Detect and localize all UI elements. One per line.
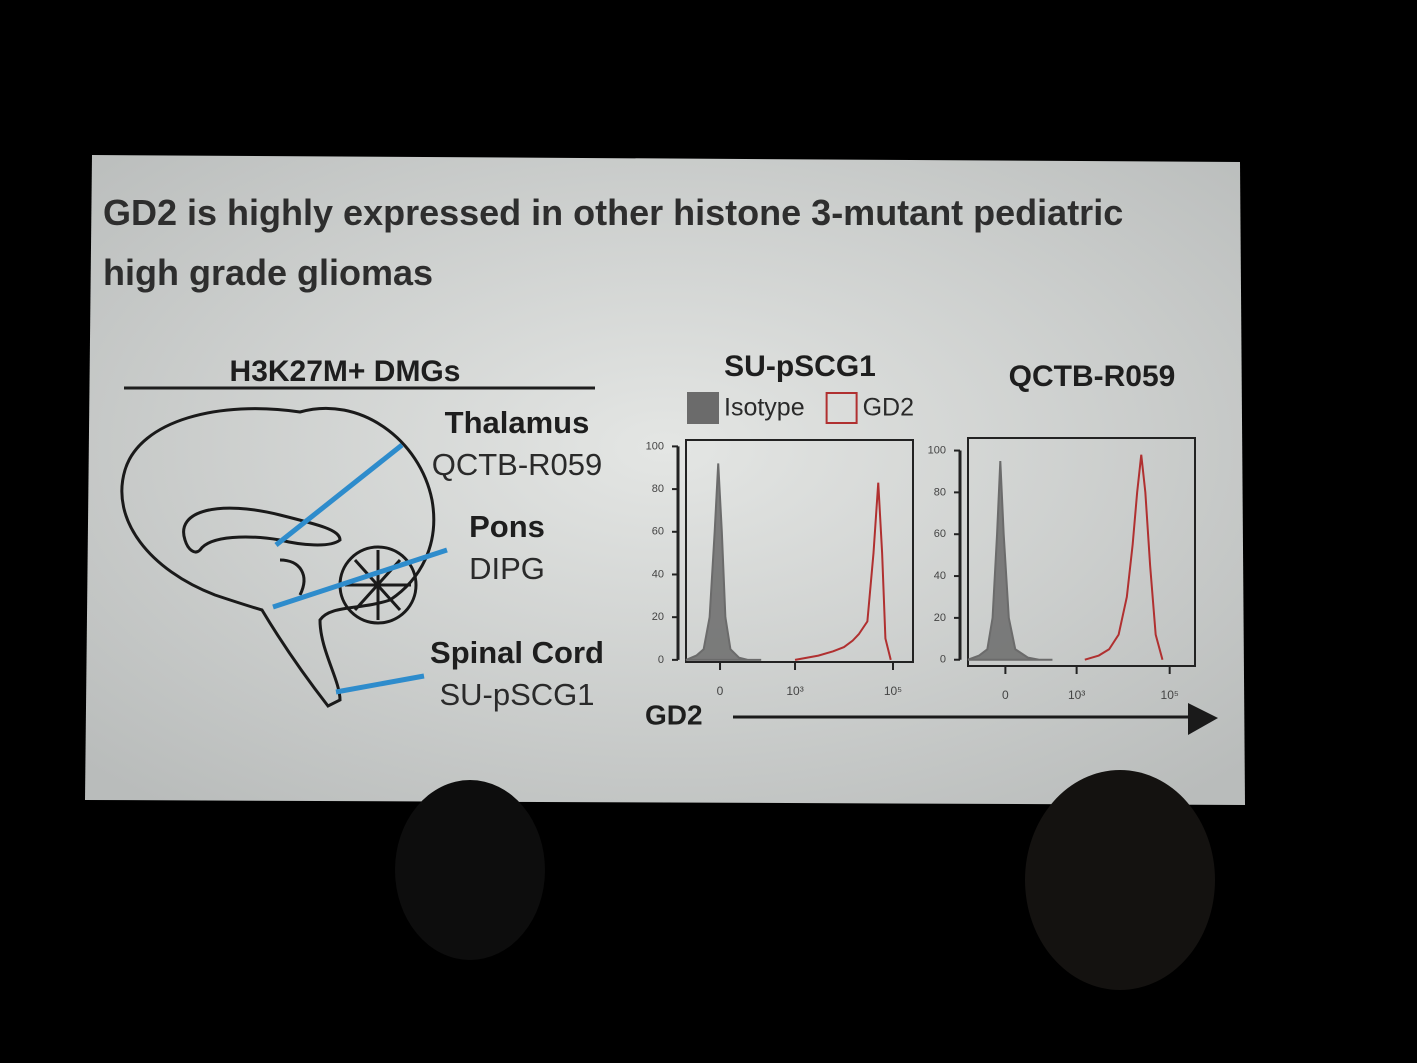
y-tick-label: 100	[646, 440, 664, 452]
x-tick-label: 10⁵	[1161, 688, 1179, 702]
chart-title: QCTB-R059	[1009, 360, 1176, 393]
arrow-head	[1188, 703, 1218, 735]
y-tick-label: 20	[652, 611, 664, 623]
plot-frame	[685, 439, 914, 663]
y-tick-label: 20	[934, 612, 946, 624]
slide-background	[85, 155, 1245, 805]
legend-swatch	[825, 392, 858, 424]
x-tick-label: 10³	[1068, 688, 1085, 702]
histogram-curve	[685, 463, 762, 661]
plot-frame	[967, 437, 1196, 667]
y-tick-label: 40	[934, 570, 946, 582]
region-lines	[272, 443, 448, 695]
y-tick-label: 0	[940, 654, 946, 666]
x-tick-label: 10⁵	[884, 684, 902, 698]
legend-label: GD2	[863, 394, 914, 422]
histogram-curve	[967, 460, 1053, 661]
histogram-curve	[1084, 454, 1164, 661]
y-tick-label: 60	[652, 526, 664, 538]
histogram-curve	[794, 482, 892, 661]
x-tick-label: 10³	[786, 684, 803, 698]
x-tick-label: 0	[717, 684, 724, 698]
y-tick-label: 80	[934, 486, 946, 498]
legend-label: Isotype	[724, 394, 805, 422]
y-tick-label: 40	[652, 568, 664, 580]
slide-title: GD2 is highly expressed in other histone…	[103, 192, 1124, 293]
y-tick-label: 100	[928, 444, 946, 456]
silhouette	[1025, 770, 1215, 990]
y-tick-label: 0	[658, 654, 664, 666]
model-name: QCTB-R059	[432, 447, 603, 482]
model-name: SU-pSCG1	[439, 677, 594, 712]
brain-drawing	[120, 406, 436, 708]
x-tick-label: 0	[1002, 688, 1009, 702]
y-tick-label: 80	[652, 483, 664, 495]
diagram-heading: H3K27M+ DMGs	[230, 355, 461, 388]
model-name: DIPG	[469, 551, 545, 586]
y-tick-label: 60	[934, 528, 946, 540]
region-name: Thalamus	[445, 405, 590, 440]
chart-title: SU-pSCG1	[724, 350, 876, 383]
region-name: Spinal Cord	[430, 635, 604, 670]
region-name: Pons	[469, 509, 545, 544]
silhouette	[395, 780, 545, 960]
legend-swatch	[687, 392, 719, 424]
x-axis-label: GD2	[645, 699, 703, 730]
